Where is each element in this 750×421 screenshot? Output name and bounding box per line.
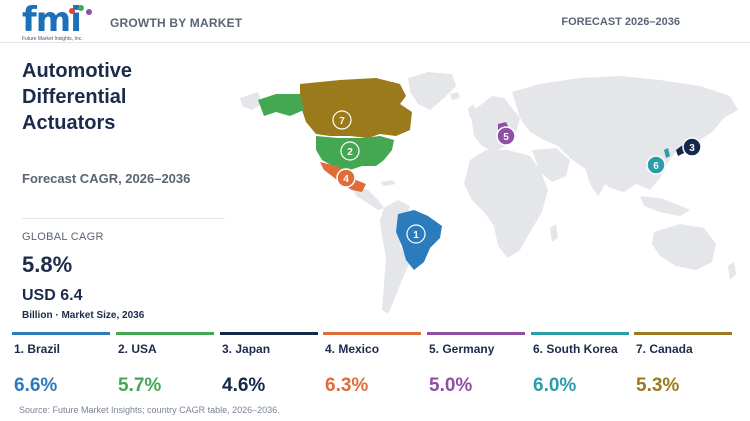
source-note: Source: Future Market Insights; country …: [19, 405, 280, 415]
header-forecast-label: FORECAST 2026–2036: [561, 16, 680, 28]
marker-label: 3: [689, 143, 695, 154]
header: fmi Future Market Insights, Inc. GROWTH …: [0, 0, 750, 43]
card-accent-bar: [531, 332, 629, 335]
market-size-value: USD 6.4: [22, 287, 83, 304]
card-country-name: 3. Japan: [222, 342, 271, 356]
card-accent-bar: [12, 332, 110, 335]
header-section-label: GROWTH BY MARKET: [110, 16, 243, 30]
marker-usa[interactable]: 2: [340, 141, 360, 161]
card-cagr-value: 5.7%: [118, 375, 162, 396]
country-shape-usa-alaska[interactable]: [258, 94, 304, 116]
card-cagr-value: 6.3%: [325, 375, 369, 396]
country-card-mexico[interactable]: 4. Mexico 6.3%: [323, 332, 421, 398]
marker-label: 2: [347, 147, 353, 158]
country-card-south-korea[interactable]: 6. South Korea 6.0%: [531, 332, 629, 398]
country-card-brazil[interactable]: 1. Brazil 6.6%: [12, 332, 110, 398]
card-accent-bar: [427, 332, 525, 335]
market-size-label: Billion · Market Size, 2036: [22, 310, 145, 321]
logo-tagline: Future Market Insights, Inc.: [22, 36, 83, 42]
title-line: Automotive: [22, 60, 132, 82]
marker-canada[interactable]: 7: [332, 110, 352, 130]
country-cards: 1. Brazil 6.6% 2. USA 5.7% 3. Japan 4.6%…: [12, 332, 740, 398]
card-accent-bar: [323, 332, 421, 335]
marker-label: 4: [343, 174, 349, 185]
card-accent-bar: [634, 332, 732, 335]
country-shape-south-korea[interactable]: [664, 148, 670, 158]
card-cagr-value: 6.6%: [14, 375, 58, 396]
global-cagr-label: GLOBAL CAGR: [22, 231, 104, 243]
country-shape-brazil[interactable]: [396, 210, 442, 270]
country-shape-usa[interactable]: [316, 136, 394, 170]
card-cagr-value: 5.3%: [636, 375, 680, 396]
marker-mexico[interactable]: 4: [336, 168, 356, 188]
card-country-name: 4. Mexico: [325, 342, 380, 356]
marker-label: 1: [413, 230, 419, 241]
card-accent-bar: [220, 332, 318, 335]
country-card-germany[interactable]: 5. Germany 5.0%: [427, 332, 525, 398]
marker-label: 5: [503, 132, 509, 143]
card-country-name: 1. Brazil: [14, 342, 61, 356]
logo-dot-red: [69, 8, 75, 14]
page-subtitle: Forecast CAGR, 2026–2036: [22, 171, 191, 186]
card-country-name: 6. South Korea: [533, 342, 618, 356]
logo-dot-green: [78, 5, 84, 11]
country-shape-canada[interactable]: [300, 78, 412, 138]
country-card-canada[interactable]: 7. Canada 5.3%: [634, 332, 732, 398]
marker-japan[interactable]: 3: [682, 137, 702, 157]
logo-dot-purple: [86, 9, 92, 15]
world-map: 1 2 3 4 5 6 7: [240, 72, 738, 314]
card-country-name: 2. USA: [118, 342, 157, 356]
country-card-japan[interactable]: 3. Japan 4.6%: [220, 332, 318, 398]
marker-brazil[interactable]: 1: [406, 224, 426, 244]
fmi-logo[interactable]: fmi Future Market Insights, Inc.: [22, 0, 92, 42]
title-line: Actuators: [22, 112, 116, 134]
global-cagr-value: 5.8%: [22, 252, 73, 277]
marker-germany[interactable]: 5: [496, 126, 516, 146]
country-card-usa[interactable]: 2. USA 5.7%: [116, 332, 214, 398]
card-cagr-value: 5.0%: [429, 375, 473, 396]
card-cagr-value: 6.0%: [533, 375, 577, 396]
divider: [22, 218, 225, 219]
card-cagr-value: 4.6%: [222, 375, 266, 396]
logo-wordmark: fmi: [22, 0, 82, 40]
page-title: Automotive Differential Actuators: [22, 58, 222, 136]
marker-label: 7: [339, 116, 345, 127]
marker-south-korea[interactable]: 6: [646, 155, 666, 175]
card-accent-bar: [116, 332, 214, 335]
title-line: Differential: [22, 86, 127, 108]
card-country-name: 7. Canada: [636, 342, 693, 356]
card-country-name: 5. Germany: [429, 342, 495, 356]
marker-label: 6: [653, 161, 659, 172]
